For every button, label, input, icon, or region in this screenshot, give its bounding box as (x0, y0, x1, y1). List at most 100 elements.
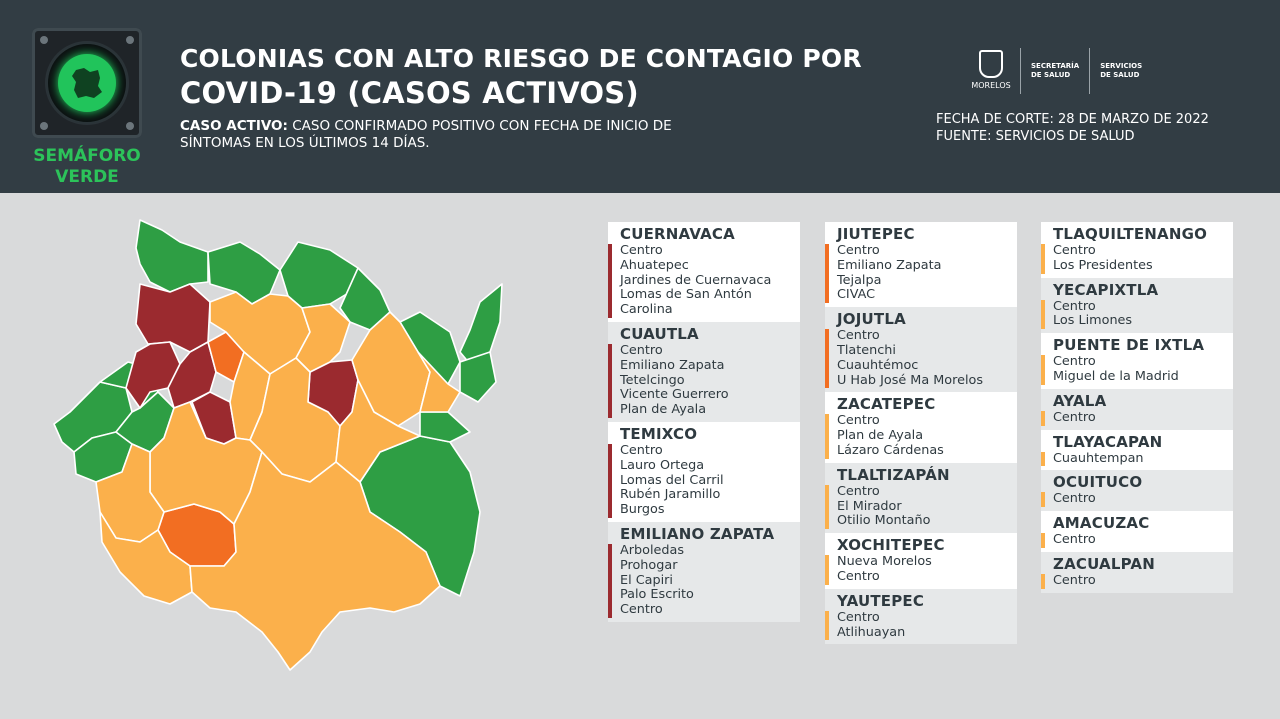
colonia-item: Centro (620, 342, 663, 358)
risk-level-bar (1041, 299, 1045, 330)
colonia-item: Centro (837, 609, 880, 625)
map-region-green (135, 219, 209, 293)
risk-level-bar (825, 414, 829, 459)
colonia-list: Centro (1041, 491, 1233, 508)
colonia-item: Burgos (620, 502, 665, 518)
colonia-item: El Mirador (837, 498, 902, 514)
municipality-card: AYALA Centro (1041, 388, 1233, 430)
colonia-item: Centro (1053, 572, 1096, 588)
colonia-item: Lomas del Carril (620, 472, 724, 488)
colonia-item: Centro (1053, 491, 1096, 507)
definition-text: CASO ACTIVO: CASO CONFIRMADO POSITIVO CO… (180, 118, 672, 151)
municipality-name: JIUTEPEC (837, 225, 915, 243)
morelos-municipality-map (53, 219, 503, 671)
colonia-list: Centro (1041, 410, 1233, 426)
risk-level-bar (1041, 451, 1045, 467)
screw-icon (40, 36, 48, 44)
date-source: FECHA DE CORTE: 28 DE MARZO DE 2022 FUEN… (936, 111, 1209, 145)
colonia-item: Palo Escrito (620, 587, 694, 603)
risk-level-bar (825, 244, 829, 304)
municipality-card: TLAYACAPAN Cuauhtempan (1041, 429, 1233, 471)
screw-icon (126, 36, 134, 44)
risk-level-bar (1041, 244, 1045, 274)
colonia-item: Centro (837, 483, 880, 499)
colonia-item: Centro (620, 602, 663, 618)
municipality-column: TLAQUILTENANGO Centro Los Presidentes YECAP… (1041, 222, 1233, 593)
map-region-yellow (295, 303, 351, 373)
municipality-name: TLAQUILTENANGO (1053, 225, 1208, 243)
colonia-item: Otilio Montaño (837, 513, 931, 529)
municipality-name: TLALTIZAPÁN (837, 465, 950, 484)
colonia-item: Lázaro Cárdenas (837, 442, 944, 458)
colonia-item: Centro (1053, 532, 1096, 548)
municipality-card: TLAQUILTENANGO Centro Los Presidentes (1041, 222, 1233, 278)
risk-level-bar (608, 443, 612, 518)
municipality-card: ZACUALPAN Centro (1041, 551, 1233, 593)
municipality-card: XOCHITEPEC Nueva Morelos Centro (825, 533, 1017, 589)
colonia-list: Centro (1041, 572, 1233, 589)
colonia-item: Cuauhtémoc (837, 357, 919, 373)
municipality-card: OCUITUCO Centro (1041, 470, 1233, 512)
colonia-item: Plan de Ayala (837, 428, 924, 444)
municipality-name: AMACUZAC (1053, 514, 1150, 533)
municipality-card: EMILIANO ZAPATA Arboledas Prohogar El Capir… (608, 521, 800, 622)
colonia-item: Centro (1053, 298, 1096, 314)
municipality-card: CUAUTLA Centro Emiliano Zapata Tetelcingo Vi… (608, 321, 800, 422)
municipality-column: JIUTEPEC Centro Emiliano Zapata Tejalpa CIVA… (825, 222, 1017, 645)
colonia-list: Centro Los Limones (1041, 298, 1233, 330)
municipality-card: TLALTIZAPÁN Centro El Mirador Otilio Montañ… (825, 462, 1017, 534)
fecha-corte: FECHA DE CORTE: 28 DE MARZO DE 2022 (936, 112, 1209, 127)
risk-level-bar (608, 244, 612, 318)
colonia-item: Centro (620, 243, 663, 258)
colonia-list: Centro Emiliano Zapata Tejalpa CIVAC (825, 243, 1017, 304)
municipality-name: YECAPIXTLA (1053, 280, 1159, 299)
colonia-item: Plan de Ayala (620, 402, 707, 418)
risk-level-bar (1041, 410, 1045, 426)
risk-level-bar (608, 343, 612, 418)
map-region-yellow (149, 401, 263, 525)
municipality-card: ZACATEPEC Centro Plan de Ayala Lázaro Cárde… (825, 392, 1017, 463)
municipality-column: CUERNAVACA Centro Ahuatepec Jardines de Cue… (608, 222, 800, 622)
colonia-list: Centro Ahuatepec Jardines de Cuernavaca Lom… (608, 243, 800, 318)
risk-level-bar (1041, 573, 1045, 589)
colonia-list: Centro Plan de Ayala Lázaro Cárdenas (825, 414, 1017, 459)
municipality-name: AYALA (1053, 391, 1107, 410)
municipality-card: AMACUZAC Centro (1041, 511, 1233, 552)
municipality-card: YECAPIXTLA Centro Los Limones (1041, 277, 1233, 334)
colonia-list: Centro Miguel de la Madrid (1041, 354, 1233, 385)
semaforo-label: SEMÁFORO VERDE (33, 146, 141, 187)
municipality-card: YAUTEPEC Centro Atlihuayan (825, 588, 1017, 645)
colonia-item: Rubén Jaramillo (620, 487, 721, 503)
colonia-item: Tejalpa (837, 272, 882, 288)
colonia-list: Nueva Morelos Centro (825, 554, 1017, 585)
municipality-card: JIUTEPEC Centro Emiliano Zapata Tejalpa CIVA… (825, 222, 1017, 308)
government-logos: MORELOS SECRETARÍA DE SALUD SERVICIOS DE… (971, 46, 1142, 96)
colonia-item: Arboledas (620, 542, 685, 558)
colonia-item: Emiliano Zapata (837, 257, 942, 273)
municipality-card: TEMIXCO Centro Lauro Ortega Lomas del Carri… (608, 421, 800, 522)
colonia-item: Centro (620, 442, 663, 458)
colonia-item: Vicente Guerrero (620, 387, 729, 403)
risk-level-bar (608, 543, 612, 618)
page-title: COLONIAS CON ALTO RIESGO DE CONTAGIO POR… (180, 44, 862, 110)
colonia-item: Tlatenchi (837, 342, 896, 358)
colonia-item: Centro (1053, 354, 1096, 370)
colonia-item: Ahuatepec (620, 257, 689, 273)
risk-level-bar (825, 329, 829, 389)
screw-icon (126, 122, 134, 130)
green-light-icon (45, 41, 129, 125)
secretaria-salud-label: SECRETARÍA DE SALUD (1031, 62, 1080, 79)
colonia-item: Centro (837, 568, 880, 584)
risk-level-bar (825, 555, 829, 585)
municipality-name: JOJUTLA (837, 310, 906, 329)
municipality-name: EMILIANO ZAPATA (620, 524, 775, 543)
colonia-list: Centro Emiliano Zapata Tetelcingo Vicente G… (608, 342, 800, 418)
screw-icon (40, 122, 48, 130)
colonia-item: U Hab José Ma Morelos (837, 372, 984, 388)
municipality-card: PUENTE DE IXTLA Centro Miguel de la Madrid (1041, 333, 1233, 389)
colonia-list: Centro (1041, 532, 1233, 548)
risk-level-bar (825, 484, 829, 530)
colonia-list: Centro Tlatenchi Cuauhtémoc U Hab José Ma M… (825, 328, 1017, 389)
colonia-item: Tetelcingo (620, 372, 685, 388)
header-banner: SEMÁFORO VERDE COLONIAS CON ALTO RIESGO … (0, 0, 1280, 193)
